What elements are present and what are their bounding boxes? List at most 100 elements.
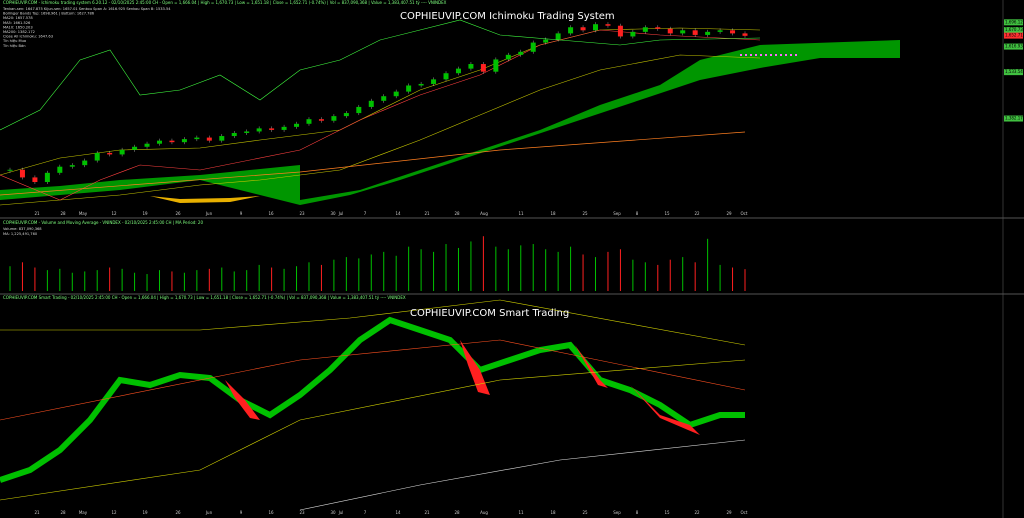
date-label: 11 xyxy=(518,211,524,216)
volume-bar xyxy=(719,264,721,291)
volume-bar xyxy=(96,270,98,291)
candle xyxy=(455,68,461,74)
volume-bar xyxy=(482,236,484,291)
info-line: Volume: 837,090,368 xyxy=(3,227,42,231)
volume-bar xyxy=(644,262,646,291)
candle xyxy=(57,166,63,173)
candle xyxy=(331,116,337,121)
volume-bar xyxy=(507,249,509,291)
date-label: 26 xyxy=(175,211,181,216)
candle xyxy=(231,132,237,137)
volume-bar xyxy=(320,264,322,291)
volume-bar xyxy=(258,264,260,291)
price-label: 1,670.73 xyxy=(1005,27,1023,32)
date-label: Aug xyxy=(480,211,488,216)
candle xyxy=(480,64,486,72)
price-tag xyxy=(1004,19,1023,26)
date-label: 26 xyxy=(175,510,181,515)
date-label: 21 xyxy=(34,510,40,515)
candle xyxy=(94,152,100,161)
date-label: 22 xyxy=(694,211,700,216)
date-label: 18 xyxy=(550,510,556,515)
volume-bar xyxy=(34,267,36,291)
candle xyxy=(418,83,424,86)
candle xyxy=(568,27,574,34)
candle xyxy=(468,64,474,69)
date-label: Jul xyxy=(338,211,344,216)
candle xyxy=(294,123,300,127)
date-label: 9 xyxy=(240,510,243,515)
candle xyxy=(82,160,88,166)
candle xyxy=(642,27,648,32)
date-label: 14 xyxy=(395,211,401,216)
info-line: Bollinger Bands Top: 1698.961 | Bottom: … xyxy=(3,12,95,16)
date-label: 30 xyxy=(330,211,336,216)
date-label: 12 xyxy=(111,510,117,515)
info-line: MA5: 1661.526 xyxy=(3,21,31,25)
volume-bar xyxy=(669,259,671,291)
volume-bar xyxy=(171,271,173,291)
candle xyxy=(281,126,287,130)
date-label: May xyxy=(79,510,88,515)
volume-bar xyxy=(582,254,584,291)
candle xyxy=(431,79,437,84)
date-label: 7 xyxy=(364,211,367,216)
date-label: 14 xyxy=(395,510,401,515)
volume-bar xyxy=(570,246,572,291)
volume-bar xyxy=(246,270,248,291)
date-label: 28 xyxy=(60,211,66,216)
candle xyxy=(181,139,187,143)
candle xyxy=(593,24,599,31)
volume-bar xyxy=(158,270,160,291)
date-label: 22 xyxy=(694,510,700,515)
candle xyxy=(692,30,698,35)
volume-bar xyxy=(520,245,522,291)
candle xyxy=(7,169,13,171)
candle xyxy=(132,146,138,150)
candle xyxy=(705,31,711,35)
info-line: Tenkan-sen: 1647.875 Kijun-sen: 1657.01 … xyxy=(2,7,171,11)
date-label: 21 xyxy=(424,211,430,216)
date-label: Jun xyxy=(205,211,213,216)
price-tag xyxy=(1004,115,1023,122)
volume-bar xyxy=(495,246,497,291)
band-mean xyxy=(299,439,746,511)
volume-bar xyxy=(134,272,136,291)
date-label: 9 xyxy=(240,211,243,216)
date-label: 29 xyxy=(726,510,732,515)
volume-bar xyxy=(433,251,435,291)
volume-bar xyxy=(383,251,385,291)
candle xyxy=(343,113,349,117)
volume-bar xyxy=(457,247,459,291)
candle xyxy=(406,85,412,92)
volume-bar xyxy=(271,267,273,291)
date-label: Sep xyxy=(613,510,621,515)
date-label: 18 xyxy=(550,211,556,216)
cloud-negative xyxy=(150,196,260,203)
watermark: COPHIEUVIP.COM Smart Trading xyxy=(410,308,569,319)
price-label: 1,382.17 xyxy=(1005,116,1023,121)
volume-bar xyxy=(682,257,684,291)
candle xyxy=(381,96,387,101)
band-upper xyxy=(0,299,746,346)
candle xyxy=(530,42,536,52)
date-label: 21 xyxy=(424,510,430,515)
candle xyxy=(368,100,374,107)
panel-header: COPHIEUVIP.COM Smart Trading - 02/10/202… xyxy=(3,295,406,300)
volume-bar xyxy=(595,257,597,291)
volume-bar xyxy=(109,267,111,291)
info-line: Tín hiệu Bán xyxy=(2,44,25,48)
candle xyxy=(555,33,561,40)
date-label: Oct xyxy=(741,510,748,515)
candle xyxy=(194,137,200,140)
volume-bar xyxy=(221,267,223,291)
candle xyxy=(44,172,50,183)
price-label: 1,533.54 xyxy=(1005,69,1023,74)
info-line: MA20: 1657.578 xyxy=(3,16,33,20)
candle xyxy=(119,149,125,155)
volume-bar xyxy=(732,267,734,291)
volume-bar xyxy=(408,246,410,291)
candle xyxy=(256,128,262,132)
